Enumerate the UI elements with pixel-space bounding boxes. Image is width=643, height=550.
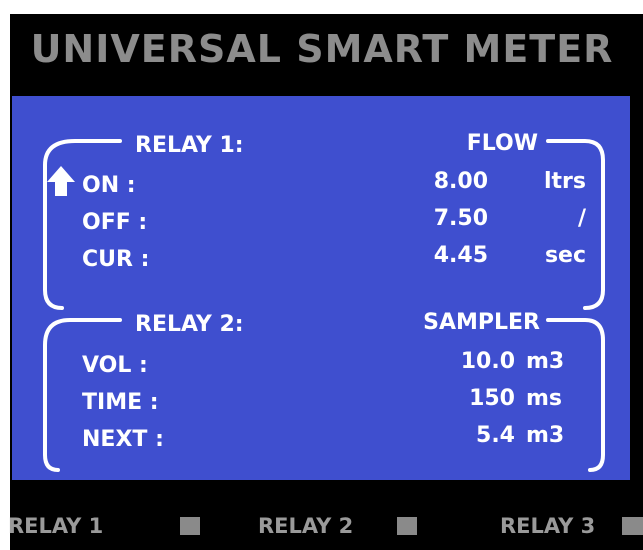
status-indicator <box>397 517 417 535</box>
row-label: NEXT : <box>82 427 164 452</box>
status-label: RELAY 3 <box>500 514 595 538</box>
row-label: VOL : <box>82 353 148 378</box>
row-value: 150 <box>469 386 515 411</box>
row-label: CUR : <box>82 247 149 272</box>
row-value: 10.0 <box>461 349 515 374</box>
row-value: 5.4 <box>476 423 515 448</box>
section-heading: RELAY 1: <box>135 133 244 158</box>
row-label: ON : <box>82 173 136 198</box>
row-unit: m3 <box>526 349 564 374</box>
bracket <box>546 318 605 472</box>
row-value: 7.50 <box>434 206 488 231</box>
panel <box>12 96 630 480</box>
row-value: 4.45 <box>434 243 488 268</box>
bracket <box>43 139 122 310</box>
status-indicator <box>622 517 643 535</box>
row-unit: / <box>578 206 587 231</box>
row-label: TIME : <box>82 390 159 415</box>
row-unit: sec <box>545 243 586 268</box>
bracket <box>43 318 122 472</box>
section-heading: RELAY 2: <box>135 312 244 337</box>
section-mode: FLOW <box>467 131 538 156</box>
bracket <box>546 139 605 310</box>
status-indicator <box>180 517 200 535</box>
section-mode: SAMPLER <box>423 310 540 335</box>
status-label: RELAY 1 <box>8 514 103 538</box>
status-label: RELAY 2 <box>258 514 353 538</box>
row-label: OFF : <box>82 210 147 235</box>
row-unit: ms <box>526 386 562 411</box>
cursor-arrow <box>47 166 75 196</box>
title: UNIVERSAL SMART METER <box>31 27 614 71</box>
row-unit: ltrs <box>544 169 586 194</box>
row-value: 8.00 <box>434 169 488 194</box>
row-unit: m3 <box>526 423 564 448</box>
